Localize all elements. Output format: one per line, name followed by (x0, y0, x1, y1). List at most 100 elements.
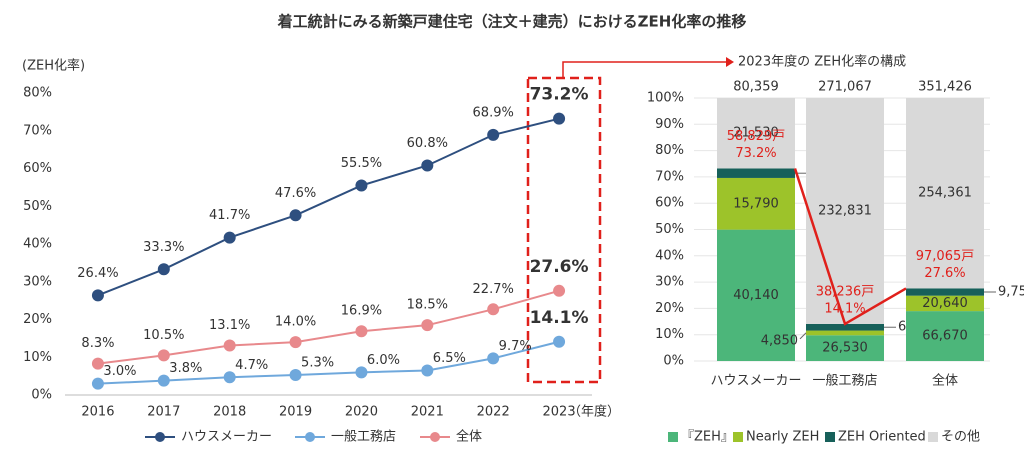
bar-segment (906, 98, 984, 289)
leader-line (799, 332, 807, 340)
segment-label: 40,140 (733, 288, 779, 303)
zeh-rate-label: 73.2% (735, 146, 776, 161)
data-point (487, 128, 500, 141)
data-label: 33.3% (143, 240, 184, 255)
y-tick-label: 30% (23, 274, 52, 289)
data-label: 16.9% (341, 304, 382, 319)
bar-segment (717, 177, 795, 230)
data-point (91, 377, 104, 390)
data-point (355, 325, 368, 338)
data-point (91, 357, 104, 370)
data-point (421, 319, 434, 332)
bar-segment (906, 311, 984, 361)
y-tick-label: 30% (655, 275, 684, 290)
arrow-head (726, 57, 734, 67)
segment-label: 21,530 (733, 126, 779, 141)
data-label: 10.5% (143, 328, 184, 343)
legend-label: 全体 (456, 429, 482, 445)
data-point (223, 371, 236, 384)
data-label: 4.7% (235, 358, 268, 373)
y-tick-label: 20% (23, 312, 52, 327)
arrow (562, 61, 726, 78)
legend-swatch (668, 432, 678, 442)
data-label: 22.7% (473, 282, 514, 297)
x-tick-label: 2018 (213, 405, 246, 420)
y-tick-label: 60% (23, 161, 52, 176)
segment-label: 232,831 (818, 203, 872, 218)
y-tick-label: 90% (655, 117, 684, 132)
data-point (553, 284, 566, 297)
legend-label: その他 (941, 430, 980, 445)
bar-segment (906, 288, 984, 296)
data-label: 68.9% (473, 105, 514, 120)
data-point (223, 339, 236, 352)
legend-label: ZEH Oriented (838, 430, 926, 445)
data-label: 13.1% (209, 318, 250, 333)
x-tick-label: 2016 (81, 405, 114, 420)
data-label: 27.6% (530, 257, 589, 277)
data-point (487, 303, 500, 316)
y-tick-label: 70% (655, 169, 684, 184)
y-tick-label: 50% (655, 222, 684, 237)
data-point (553, 112, 566, 125)
data-point (223, 231, 236, 244)
data-label: 14.1% (530, 308, 589, 328)
bar-segment (717, 98, 795, 169)
data-label: 8.3% (81, 336, 114, 351)
legend-marker (155, 432, 165, 442)
legend-swatch (825, 432, 835, 442)
data-point (487, 352, 500, 365)
highlight-box (526, 76, 602, 384)
data-label: 5.3% (301, 355, 334, 370)
zeh-units-label: 97,065戸 (916, 249, 975, 264)
bar-segment (806, 323, 884, 331)
data-point (289, 209, 302, 222)
zeh-units-label: 58,829戸 (727, 129, 786, 144)
data-label: 60.8% (407, 136, 448, 151)
legend-marker (305, 432, 315, 442)
x-tick-label: ハウスメーカー (710, 374, 801, 389)
total-label: 351,426 (918, 80, 972, 95)
data-point (355, 366, 368, 379)
segment-label: 254,361 (918, 186, 972, 201)
data-label: 47.6% (275, 186, 316, 201)
x-tick-label: 全体 (932, 373, 958, 389)
data-label: 3.8% (169, 361, 202, 376)
data-point (421, 159, 434, 172)
bar-segment (806, 335, 884, 361)
segment-label: 20,640 (922, 296, 968, 311)
chart-title: 着工統計にみる新築戸建住宅（注文＋建売）におけるZEH化率の推移 (277, 13, 747, 31)
y-tick-label: 60% (655, 196, 684, 211)
data-point (355, 179, 368, 192)
data-label: 3.0% (103, 364, 136, 379)
x-tick-label: 一般工務店 (812, 373, 877, 389)
data-point (421, 364, 434, 377)
x-tick-label: 2022 (477, 405, 510, 420)
legend-swatch (928, 432, 938, 442)
data-point (91, 289, 104, 302)
y-tick-label: 10% (655, 327, 684, 342)
zeh-rate-label: 27.6% (924, 266, 965, 281)
bar-segment (806, 330, 884, 336)
segment-label: 15,790 (733, 196, 779, 211)
y-tick-label: 10% (23, 350, 52, 365)
data-label: 6.0% (367, 353, 400, 368)
bar-segment (806, 98, 884, 324)
zeh-rate-line (793, 168, 907, 326)
y-tick-label: 50% (23, 199, 52, 214)
data-point (157, 263, 170, 276)
zeh-rate-label: 14.1% (824, 301, 865, 316)
segment-label: 26,530 (822, 341, 868, 356)
total-label: 271,067 (818, 80, 872, 95)
data-point (553, 335, 566, 348)
legend-label: ハウスメーカー (181, 430, 272, 445)
data-label: 26.4% (77, 266, 118, 281)
bar-segment (906, 295, 984, 312)
x-tick-label: 2023 (543, 405, 576, 420)
series-line (97, 340, 560, 385)
legend-label: Nearly ZEH (746, 430, 819, 445)
bar-segment (717, 168, 795, 178)
y-axis-label: (ZEH化率) (22, 58, 85, 74)
data-label: 6.5% (433, 351, 466, 366)
data-point (157, 374, 170, 387)
